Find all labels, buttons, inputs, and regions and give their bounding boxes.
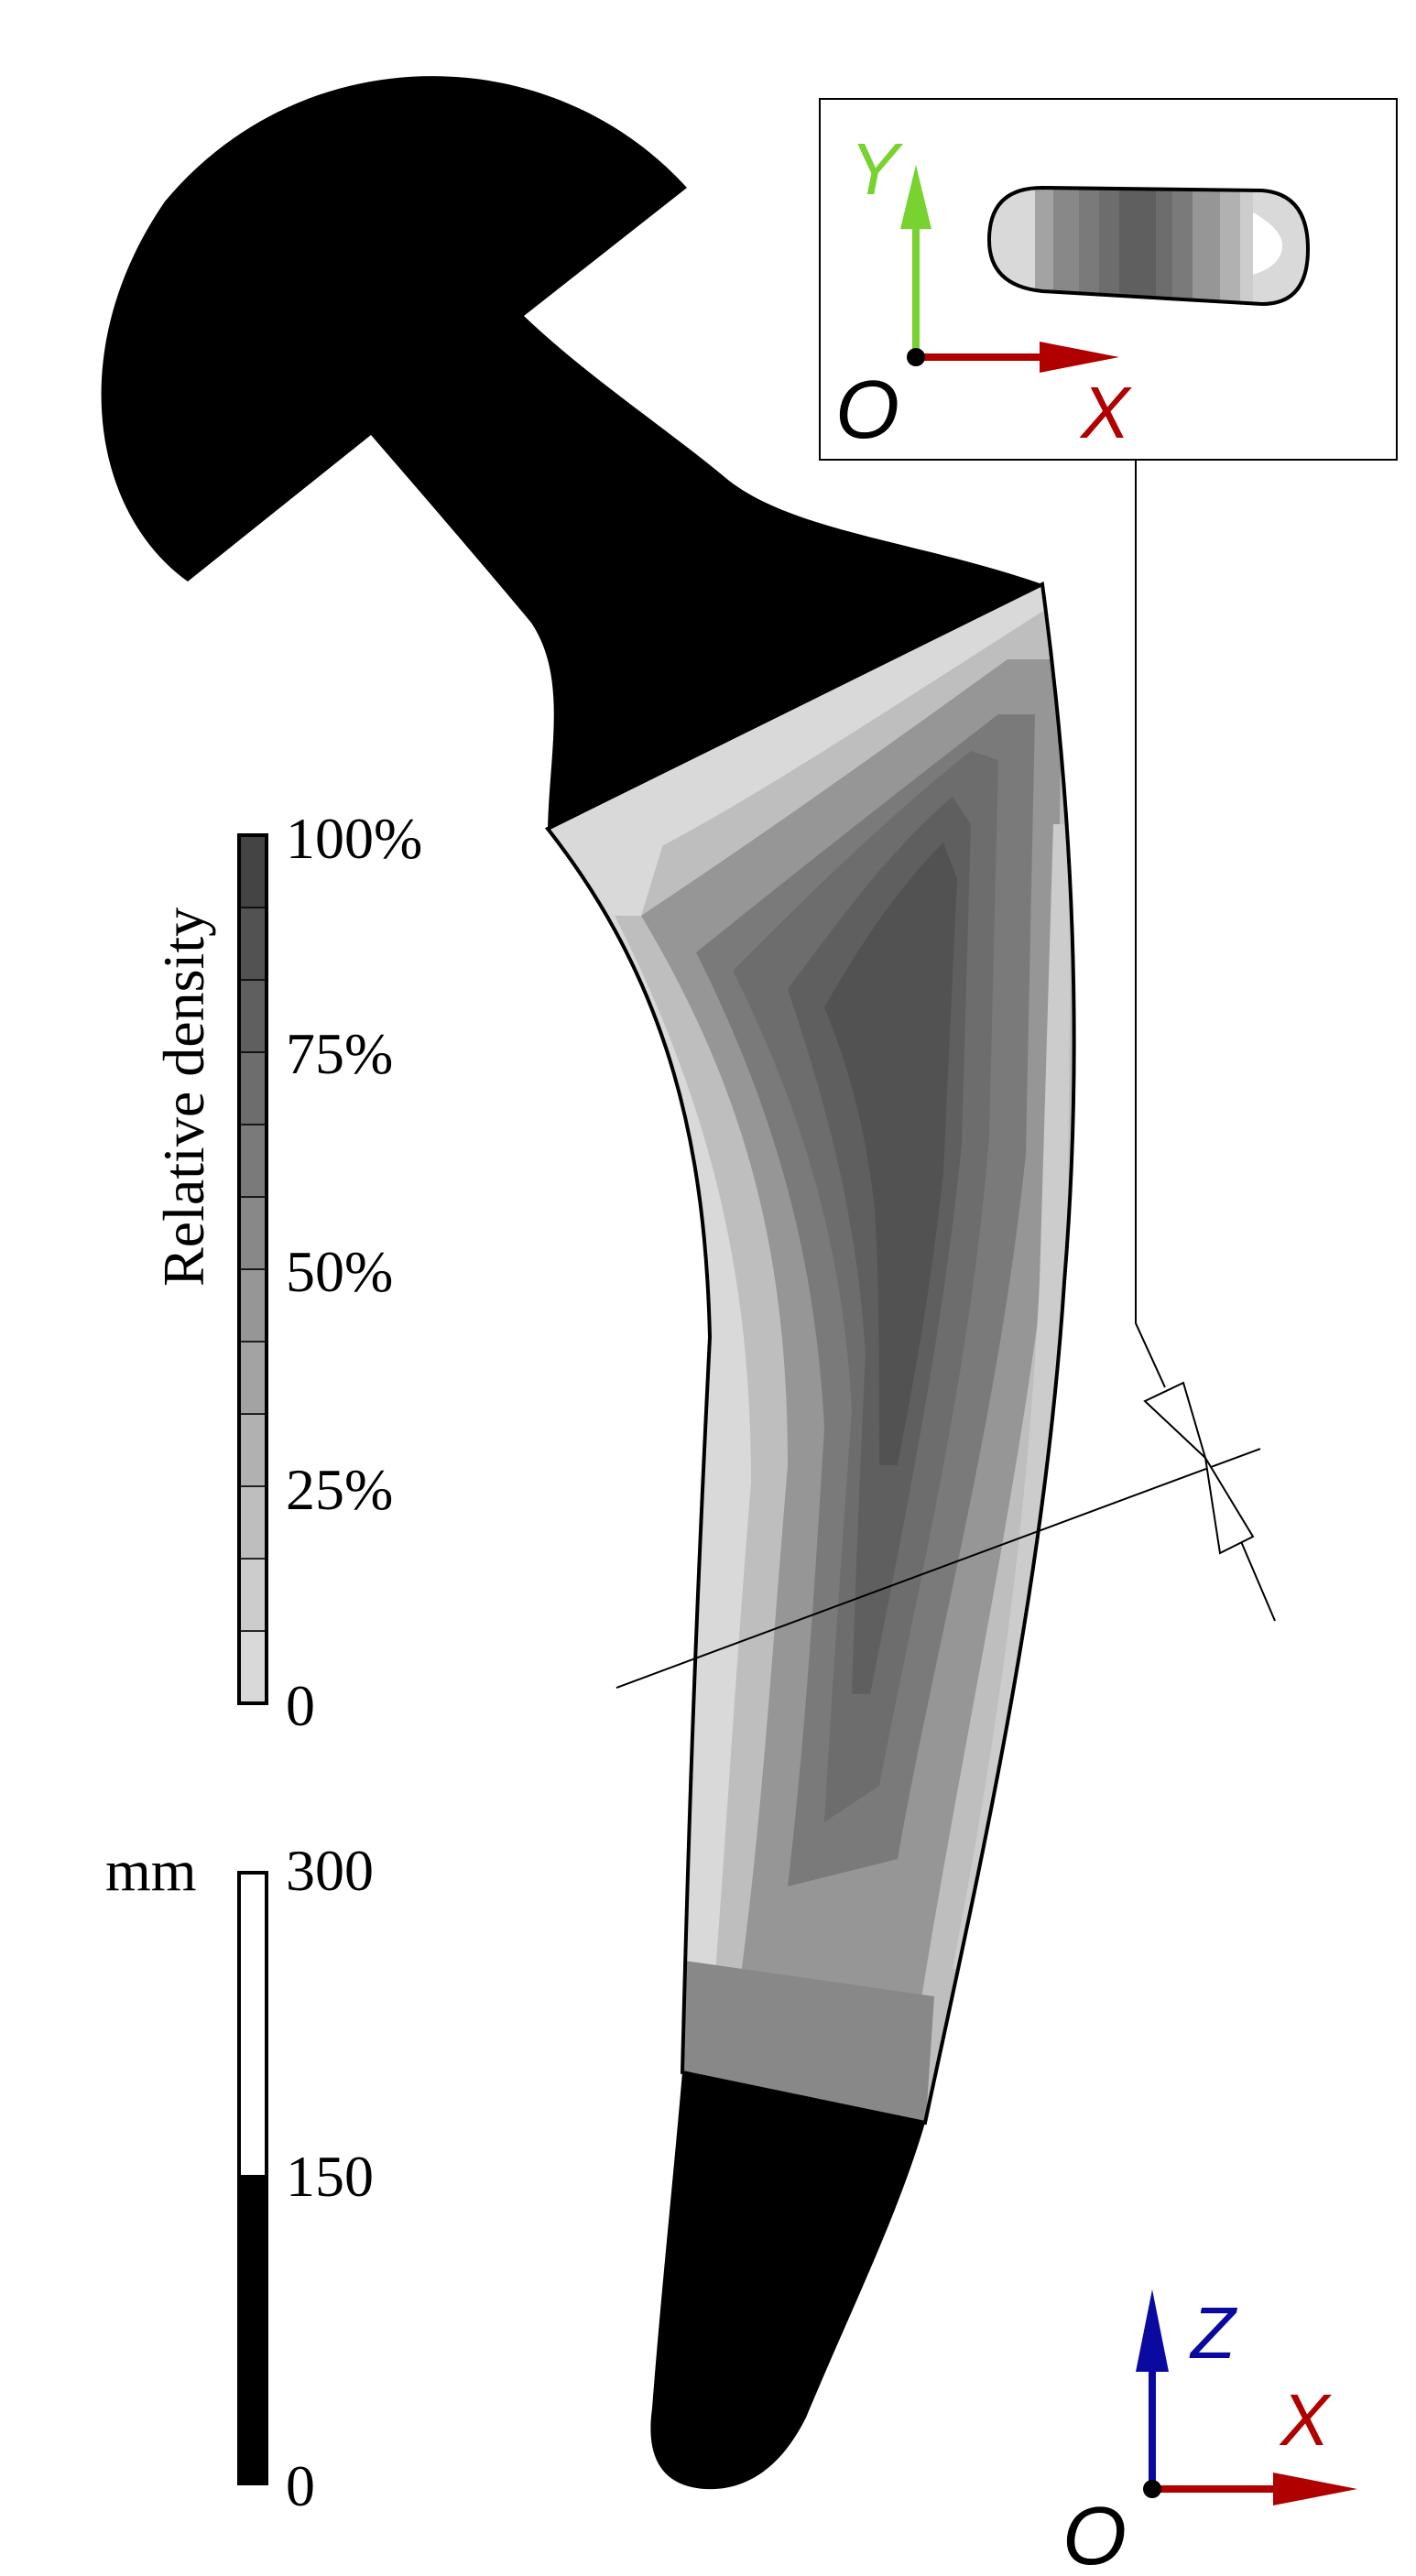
- length-unit-label: mm: [105, 1838, 197, 1903]
- density-level-9: [238, 1051, 267, 1125]
- section-arrow-up: [1143, 1381, 1207, 1462]
- inset-leader-line: [1135, 460, 1166, 1388]
- main-x-label: X: [1279, 2379, 1332, 2461]
- density-level-8: [238, 1124, 267, 1198]
- inset-origin-dot: [907, 348, 925, 366]
- length-tick-0: 0: [286, 2453, 315, 2518]
- density-tick-0: 0: [286, 1673, 315, 1738]
- main-origin-dot: [1143, 2480, 1161, 2498]
- density-level-1: [238, 1630, 267, 1704]
- density-level-11: [238, 907, 267, 981]
- main-origin-label: O: [1062, 2491, 1127, 2576]
- stem-upper-light-strip: [550, 705, 806, 916]
- density-legend-title: Relative density: [151, 908, 216, 1287]
- inset-capsule-outline: [986, 185, 1311, 307]
- density-level-7: [238, 1196, 267, 1270]
- stem-band-6: [824, 842, 957, 1465]
- density-tick-75: 75%: [286, 1021, 393, 1086]
- density-tick-100: 100%: [286, 806, 422, 871]
- density-level-2: [238, 1558, 267, 1632]
- inset-y-arrowhead: [900, 165, 931, 229]
- density-level-4: [238, 1413, 267, 1487]
- density-level-3: [238, 1485, 267, 1560]
- section-arrow-down: [1204, 1457, 1255, 1555]
- density-level-10: [238, 979, 267, 1053]
- density-tick-50: 50%: [286, 1239, 393, 1304]
- inset-capsule-density: [989, 188, 1308, 304]
- main-z-arrowhead: [1136, 2289, 1169, 2372]
- prosthesis-tip: [650, 2072, 925, 2490]
- inset-x-label: X: [1079, 372, 1132, 453]
- inset-origin-label: O: [835, 364, 899, 456]
- length-tick-300: 300: [286, 1838, 374, 1903]
- density-level-12: [238, 834, 267, 908]
- main-z-label: Z: [1189, 2292, 1238, 2374]
- density-level-5: [238, 1341, 267, 1415]
- density-colorbar-frame: [237, 833, 268, 1705]
- section-cut-line: [615, 1448, 1261, 1689]
- density-level-6: [238, 1268, 267, 1342]
- inset-y-label: Y: [850, 128, 904, 210]
- length-bar-black: [237, 2175, 268, 2485]
- stem-outline: [544, 581, 1076, 2125]
- length-bar-white: [237, 1871, 268, 2179]
- prosthesis-head: [101, 76, 1042, 829]
- length-tick-150: 150: [286, 2144, 374, 2209]
- density-colorbar: [238, 834, 267, 1704]
- main-x-arrowhead: [1273, 2473, 1357, 2505]
- inset-x-arrowhead: [1040, 342, 1119, 373]
- density-tick-25: 25%: [286, 1457, 393, 1522]
